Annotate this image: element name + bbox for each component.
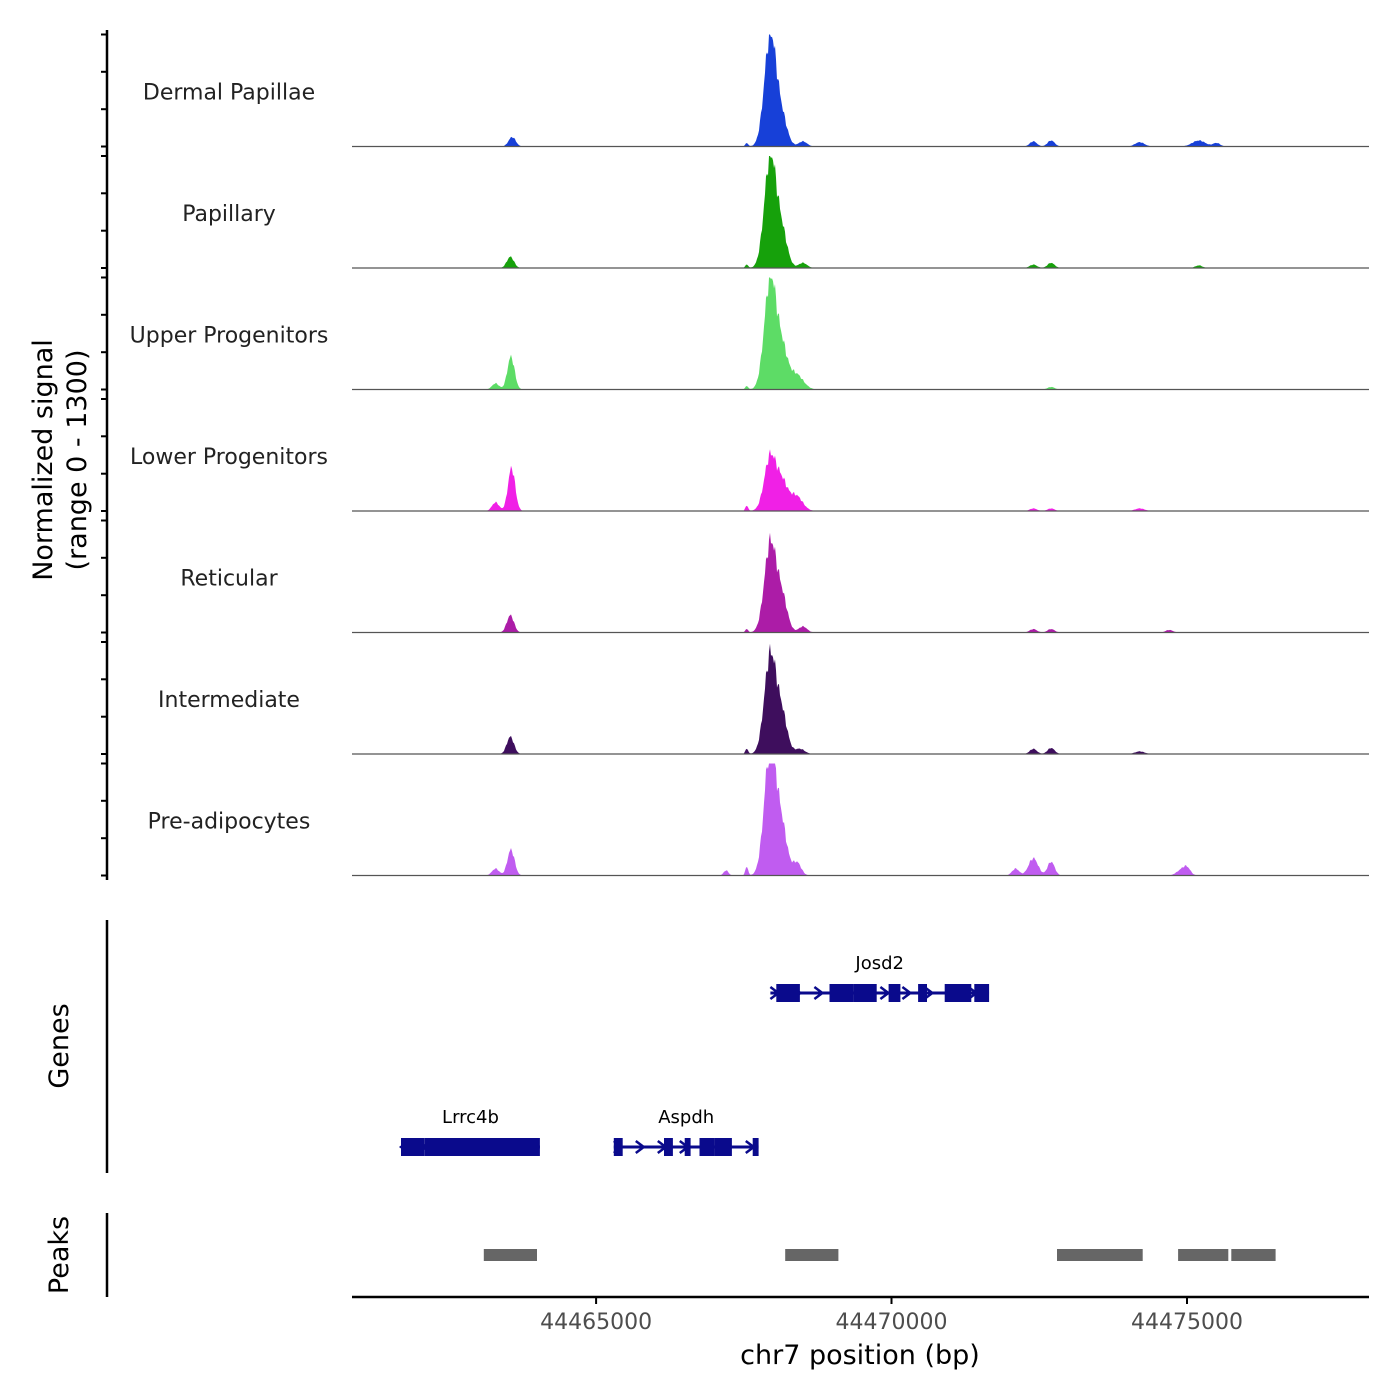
coverage-track-lower-progenitors	[352, 449, 1369, 512]
peak-region	[785, 1249, 839, 1261]
coverage-tracks	[352, 34, 1369, 877]
gene-exon	[424, 1138, 540, 1156]
coverage-track-intermediate	[352, 643, 1369, 755]
gene-exon	[974, 984, 990, 1002]
gene-exon	[829, 984, 854, 1002]
x-axis-label: chr7 position (bp)	[740, 1340, 980, 1371]
track-label-dermal-papillae: Dermal Papillae	[143, 81, 315, 106]
strand-arrow	[923, 986, 935, 1000]
coverage-track-reticular	[352, 532, 1369, 634]
peak-region	[1231, 1249, 1276, 1261]
gene-models: Lrrc4b Aspdh Josd2	[398, 953, 990, 1156]
coverage-track-papillary	[352, 156, 1369, 269]
x-tick-label: 44470000	[836, 1310, 948, 1335]
gene-aspdh: Aspdh	[613, 1107, 759, 1156]
gene-exon	[664, 1138, 673, 1156]
signal-axis-label: Normalized signal	[28, 339, 59, 581]
track-label-reticular: Reticular	[180, 567, 278, 592]
gene-exon	[401, 1138, 425, 1156]
strand-arrow	[635, 1140, 646, 1154]
gene-exon	[752, 1138, 759, 1156]
gene-exon	[776, 984, 800, 1002]
track-label-upper-progenitors: Upper Progenitors	[130, 324, 329, 349]
coverage-track-pre-adipocytes	[352, 763, 1369, 877]
peak-region	[1057, 1249, 1143, 1261]
genes-track-label: Genes	[44, 1003, 75, 1088]
gene-exon	[684, 1138, 691, 1156]
gene-exon	[888, 984, 901, 1002]
peak-region	[483, 1249, 537, 1261]
peaks-track-label: Peaks	[44, 1216, 75, 1294]
gene-label-aspdh: Aspdh	[658, 1107, 714, 1128]
x-axis-ticks: 44465000 44470000 44475000	[540, 1297, 1243, 1335]
strand-arrow	[901, 986, 913, 1000]
signal-y-axis	[101, 30, 109, 880]
strand-arrow	[879, 986, 891, 1000]
gene-exon	[918, 984, 927, 1002]
signal-axis-range-label: (range 0 - 1300)	[62, 350, 93, 571]
peak-region	[1178, 1249, 1229, 1261]
gene-lrrc4b: Lrrc4b	[398, 1107, 540, 1156]
strand-arrow	[813, 986, 825, 1000]
track-label-papillary: Papillary	[182, 202, 276, 227]
gene-exon	[714, 1138, 732, 1156]
coverage-track-dermal-papillae	[352, 34, 1369, 148]
gene-label-josd2: Josd2	[854, 953, 904, 974]
track-label-intermediate: Intermediate	[158, 688, 300, 713]
gene-label-lrrc4b: Lrrc4b	[442, 1107, 499, 1128]
gene-josd2: Josd2	[769, 953, 990, 1002]
gene-exon	[853, 984, 877, 1002]
x-tick-label: 44465000	[540, 1310, 652, 1335]
track-label-lower-progenitors: Lower Progenitors	[130, 445, 328, 470]
gene-exon	[613, 1138, 623, 1156]
coverage-track-labels: Dermal Papillae Papillary Upper Progenitor…	[130, 81, 329, 835]
gene-exon	[944, 984, 972, 1002]
gene-exon	[699, 1138, 715, 1156]
track-label-pre-adipocytes: Pre-adipocytes	[148, 810, 311, 835]
peak-regions	[483, 1249, 1276, 1261]
x-tick-label: 44475000	[1131, 1310, 1243, 1335]
coverage-track-upper-progenitors	[352, 277, 1369, 391]
